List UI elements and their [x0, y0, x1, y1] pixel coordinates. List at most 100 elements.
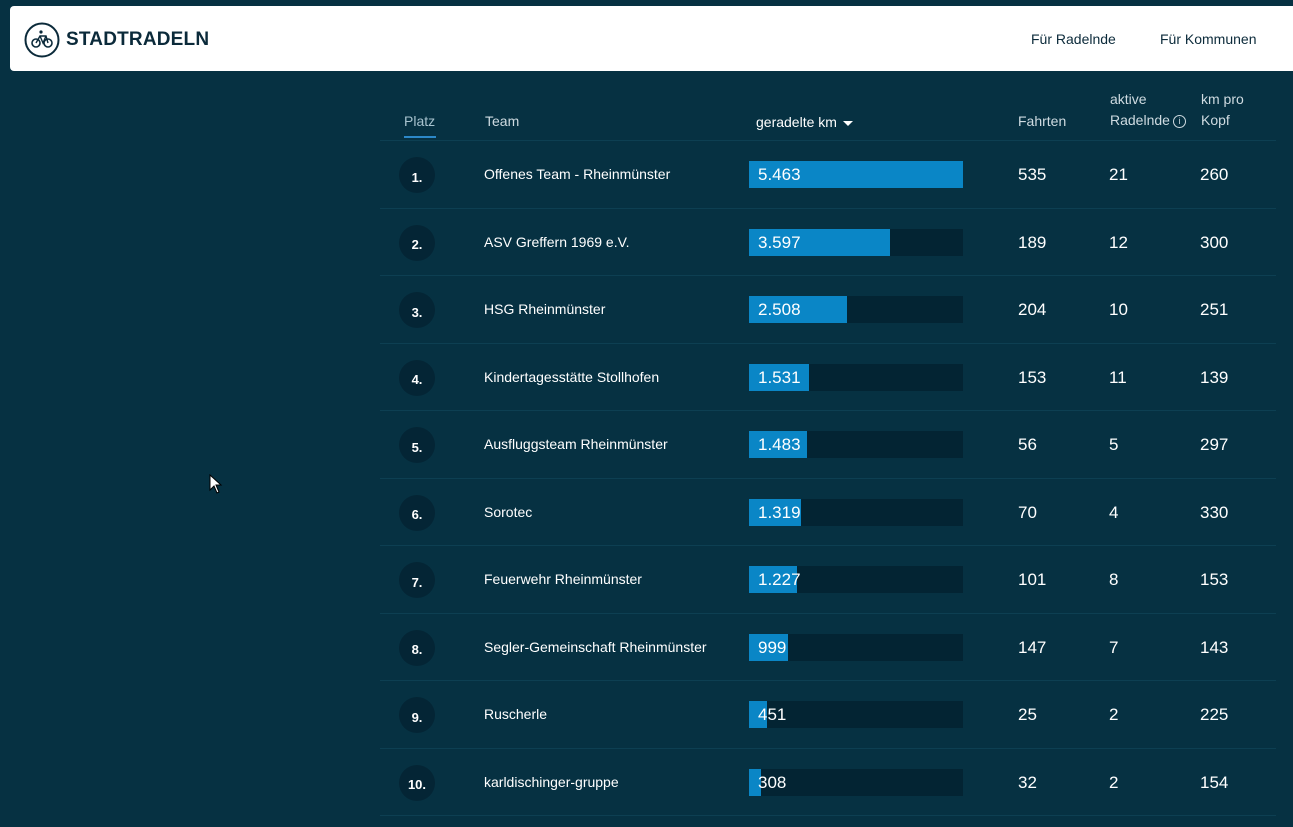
column-header-aktive-line2: Radelnde [1110, 112, 1170, 128]
rank-badge: 6. [399, 494, 435, 531]
km-pro-kopf-value: 139 [1200, 367, 1229, 387]
table-row[interactable]: 1. Offenes Team - Rheinmünster 5.463 535 21 2… [380, 141, 1276, 209]
km-bar-fill [749, 363, 809, 391]
rank-badge: 1. [399, 157, 435, 193]
km-pro-kopf-value: 154 [1200, 772, 1229, 792]
km-pro-kopf-value: 143 [1200, 637, 1229, 657]
column-header-aktive-line1: aktive [1110, 91, 1147, 107]
fahrten-value: 25 [1018, 705, 1037, 724]
table-row[interactable]: 3. HSG Rheinmünster 2.508 204 10 251 [380, 276, 1276, 344]
team-name[interactable]: Segler-Gemeinschaft Rheinmünster [484, 638, 707, 655]
km-bar-fill [749, 701, 767, 728]
aktive-radelnde-value: 21 [1109, 165, 1128, 184]
km-value: 1.319 [758, 502, 801, 522]
fahrten-value: 70 [1018, 502, 1037, 522]
km-bar-track: 999 [749, 633, 963, 661]
km-bar-fill [749, 161, 963, 188]
aktive-radelnde-value: 12 [1109, 232, 1128, 252]
nav-fuer-radelnde[interactable]: Für Radelnde [1031, 31, 1116, 47]
km-bar-track: 308 [749, 768, 963, 796]
km-value: 2.508 [758, 300, 801, 319]
caret-down-icon [842, 120, 853, 126]
aktive-radelnde-value: 2 [1109, 705, 1119, 724]
km-pro-kopf-value: 251 [1200, 300, 1229, 319]
fahrten-value: 535 [1018, 165, 1047, 184]
km-bar-fill [749, 498, 801, 526]
top-header: STADTRADELN Für Radelnde Für Kommunen [10, 6, 1293, 71]
nav-fuer-kommunen[interactable]: Für Kommunen [1160, 31, 1257, 47]
km-value: 451 [758, 705, 787, 724]
aktive-radelnde-value: 7 [1109, 637, 1119, 657]
km-bar-fill [749, 296, 847, 323]
aktive-radelnde-value: 10 [1109, 300, 1128, 319]
table-row[interactable]: 5. Ausfluggsteam Rheinmünster 1.483 56 5 297 [380, 411, 1276, 479]
km-pro-kopf-value: 260 [1200, 165, 1229, 184]
rank-badge: 7. [399, 562, 435, 598]
km-pro-kopf-value: 300 [1200, 232, 1229, 252]
active-tab-underline [404, 136, 436, 138]
km-value: 5.463 [758, 165, 801, 184]
info-icon[interactable]: i [1172, 115, 1186, 128]
km-value: 999 [758, 637, 787, 657]
table-row[interactable]: 6. Sorotec 1.319 70 4 330 [380, 479, 1276, 546]
column-header-fahrten[interactable]: Fahrten [1018, 113, 1067, 129]
table-row[interactable]: 2. ASV Greffern 1969 e.V. 3.597 189 12 300 [380, 209, 1276, 276]
aktive-radelnde-value: 11 [1109, 367, 1127, 387]
team-name[interactable]: Sorotec [484, 503, 533, 520]
stadtradeln-logo[interactable]: STADTRADELN [24, 22, 209, 58]
team-name[interactable]: HSG Rheinmünster [484, 301, 606, 317]
fahrten-value: 189 [1018, 232, 1047, 252]
column-header-platz[interactable]: Platz [404, 113, 436, 129]
team-name[interactable]: ASV Greffern 1969 e.V. [484, 233, 630, 250]
column-header-kmpro-line2: Kopf [1201, 112, 1230, 128]
fahrten-value: 32 [1018, 772, 1037, 792]
column-header-km-pro-kopf[interactable]: km pro Kopf [1201, 89, 1261, 131]
km-bar-track: 451 [749, 701, 963, 728]
table-row[interactable]: 9. Ruscherle 451 25 2 225 [380, 681, 1276, 749]
table-row[interactable]: 7. Feuerwehr Rheinmünster 1.227 101 8 153 [380, 546, 1276, 614]
rank-badge: 4. [399, 359, 435, 396]
aktive-radelnde-value: 5 [1109, 435, 1119, 454]
rank-badge: 2. [399, 224, 435, 261]
km-bar-track: 3.597 [749, 228, 963, 256]
column-header-team[interactable]: Team [485, 113, 520, 129]
team-name[interactable]: Feuerwehr Rheinmünster [484, 571, 642, 587]
table-row[interactable]: 10. karldischinger-gruppe 308 32 2 154 [380, 749, 1276, 816]
rank-badge: 3. [399, 292, 435, 328]
km-pro-kopf-value: 297 [1200, 435, 1229, 454]
table-row[interactable]: 4. Kindertagesstätte Stollhofen 1.531 153 11… [380, 344, 1276, 411]
ranking-table: 1. Offenes Team - Rheinmünster 5.463 535 21 2… [380, 140, 1276, 816]
team-name[interactable]: Ruscherle [484, 706, 548, 722]
aktive-radelnde-value: 2 [1109, 772, 1119, 792]
km-bar-track: 1.483 [749, 431, 963, 458]
aktive-radelnde-value: 8 [1109, 570, 1119, 589]
column-header-kmpro-line1: km pro [1201, 91, 1244, 107]
column-header-aktive-radelnde[interactable]: aktive Radelnde i [1110, 89, 1195, 131]
km-pro-kopf-value: 330 [1200, 502, 1229, 522]
column-header-km-label: geradelte km [756, 114, 837, 130]
team-name[interactable]: Offenes Team - Rheinmünster [484, 166, 671, 182]
km-pro-kopf-value: 153 [1200, 570, 1229, 589]
fahrten-value: 204 [1018, 300, 1047, 319]
km-bar-fill [749, 768, 761, 796]
table-row[interactable]: 8. Segler-Gemeinschaft Rheinmünster 999 147… [380, 614, 1276, 681]
column-header-km[interactable]: geradelte km [756, 112, 853, 133]
table-divider [380, 140, 1276, 141]
km-bar-track: 1.531 [749, 363, 963, 391]
km-value: 1.227 [758, 570, 801, 589]
rank-badge: 9. [399, 697, 435, 733]
team-name[interactable]: Kindertagesstätte Stollhofen [484, 368, 660, 385]
km-bar-fill [749, 431, 807, 458]
rank-badge: 10. [399, 764, 435, 801]
km-value: 3.597 [758, 232, 801, 252]
fahrten-value: 147 [1018, 637, 1047, 657]
km-value: 308 [758, 772, 787, 792]
team-name[interactable]: Ausfluggsteam Rheinmünster [484, 436, 668, 452]
team-name[interactable]: karldischinger-gruppe [484, 773, 619, 790]
km-value: 1.531 [758, 367, 801, 387]
km-bar-fill [749, 566, 797, 593]
km-bar-track: 5.463 [749, 161, 963, 188]
km-bar-fill [749, 228, 890, 256]
fahrten-value: 56 [1018, 435, 1037, 454]
km-value: 1.483 [758, 435, 801, 454]
